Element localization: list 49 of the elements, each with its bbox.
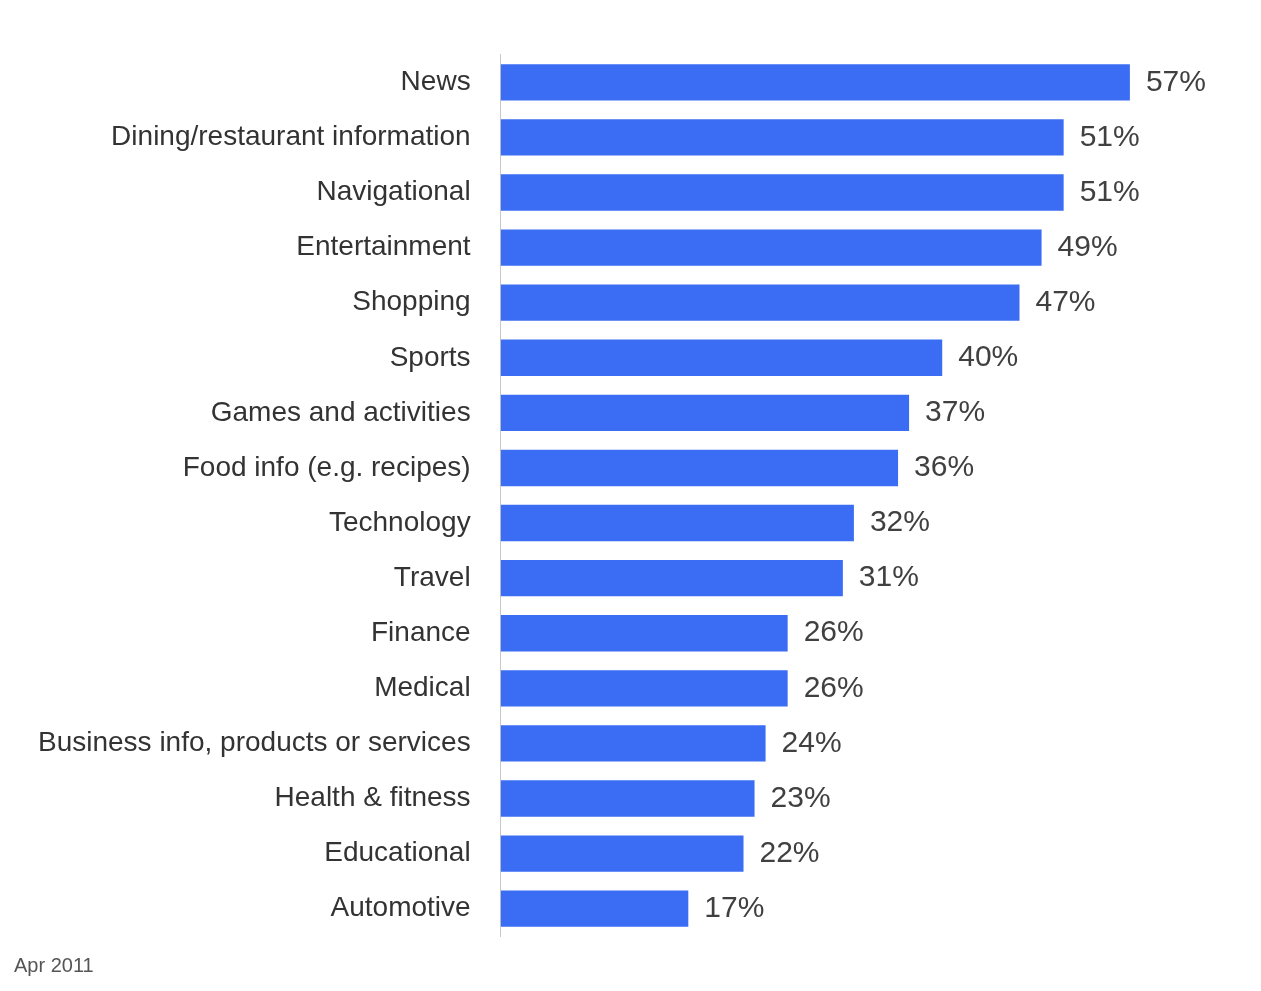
- y-tick-label: Automotive: [330, 891, 471, 923]
- bar: [500, 835, 744, 872]
- y-tick-label: Travel: [393, 560, 471, 592]
- y-tick-label: Business info, products or services: [37, 726, 471, 758]
- bar: [500, 890, 689, 927]
- bar: [500, 725, 766, 762]
- text: Apr 2011: [14, 954, 94, 977]
- bar: [500, 284, 1020, 321]
- data-label: 36%: [914, 449, 975, 483]
- data-label: 40%: [958, 339, 1019, 373]
- y-tick-label: Technology: [328, 505, 471, 537]
- y-tick-label: Medical: [374, 671, 471, 703]
- data-label: 22%: [759, 834, 820, 868]
- data-label: 26%: [803, 614, 864, 648]
- y-tick-label: Navigational: [316, 175, 471, 207]
- bar: [500, 174, 1064, 211]
- bar: [500, 229, 1042, 266]
- data-label: 24%: [781, 724, 842, 758]
- bar: [500, 780, 755, 817]
- y-tick-label: Health & fitness: [274, 781, 471, 813]
- data-label: 31%: [858, 559, 919, 593]
- y-tick-label: Educational: [324, 836, 471, 868]
- data-label: 37%: [925, 394, 986, 428]
- bar: [500, 670, 788, 707]
- y-tick-label: Games and activities: [210, 395, 471, 427]
- bar: [500, 339, 943, 376]
- y-tick-label: Food info (e.g. recipes): [182, 450, 471, 482]
- bar: [500, 449, 899, 487]
- bar: [500, 504, 854, 542]
- y-tick-label: Dining/restaurant information: [111, 120, 471, 152]
- bar: [500, 559, 843, 597]
- data-label: 23%: [770, 779, 831, 813]
- data-label: 47%: [1035, 283, 1096, 317]
- bar: [500, 615, 788, 652]
- bar: [500, 119, 1064, 156]
- data-label: 51%: [1079, 118, 1140, 152]
- bar: [500, 64, 1130, 101]
- data-label: 49%: [1057, 228, 1118, 262]
- data-label: 32%: [869, 504, 930, 538]
- data-label: 51%: [1079, 173, 1140, 207]
- y-tick-label: Entertainment: [296, 230, 471, 262]
- bar: [500, 394, 910, 432]
- data-label: 17%: [704, 889, 765, 923]
- y-tick-label: News: [400, 65, 471, 97]
- y-tick-label: Finance: [371, 615, 471, 647]
- y-tick-label: Sports: [389, 340, 471, 372]
- data-label: 57%: [1145, 63, 1206, 97]
- data-label: 26%: [803, 669, 864, 703]
- y-tick-label: Shopping: [352, 285, 471, 317]
